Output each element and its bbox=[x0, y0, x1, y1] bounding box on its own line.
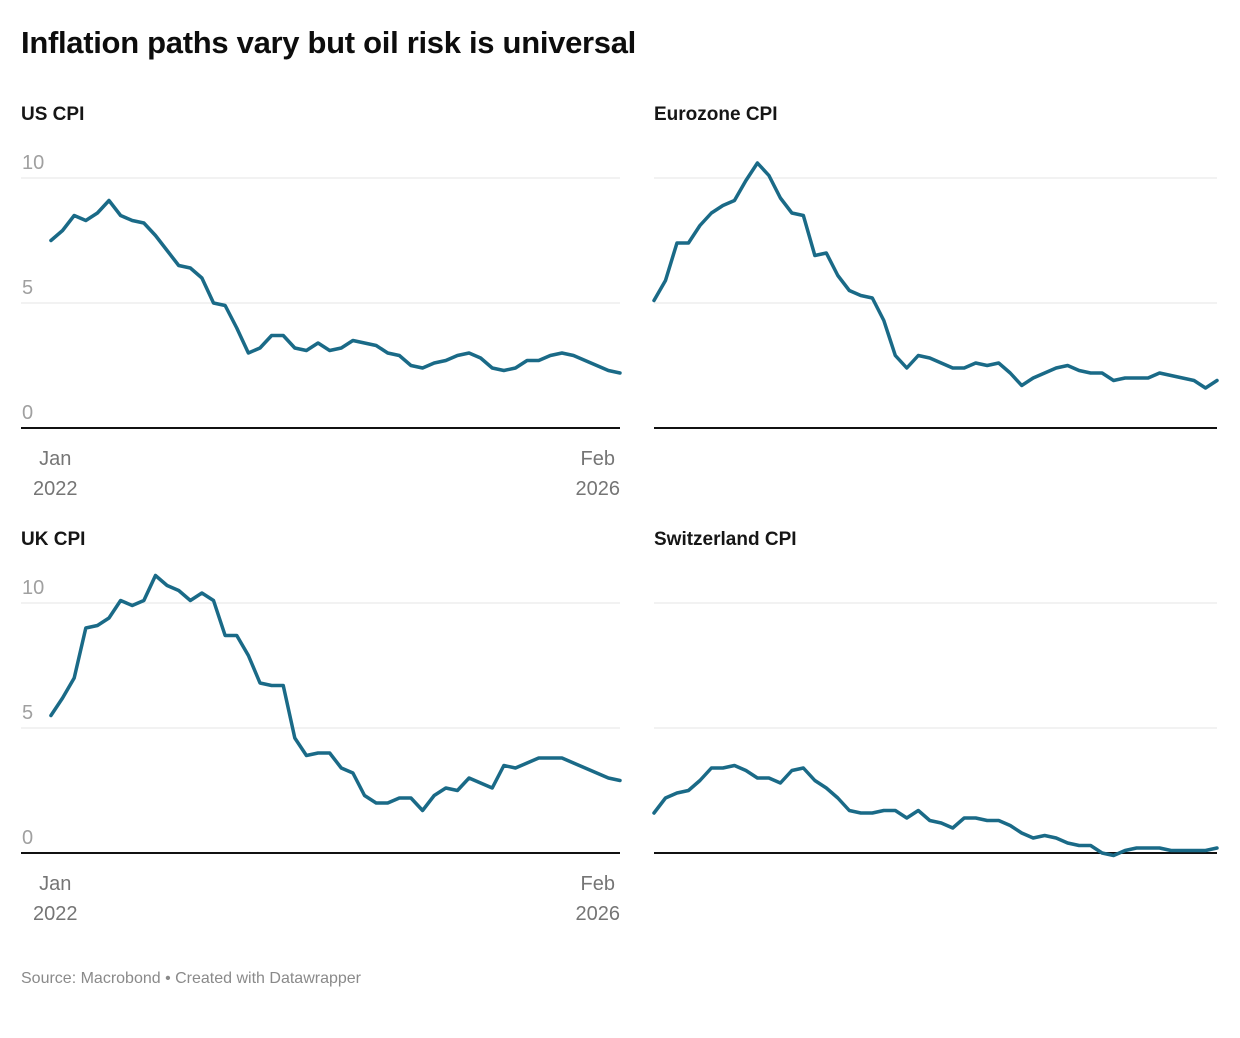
x-tick-month: Jan bbox=[39, 448, 72, 470]
panel-title-uk-cpi: UK CPI bbox=[21, 529, 86, 550]
panel-switzerland-cpi: Switzerland CPI bbox=[654, 529, 1217, 929]
y-tick-label: 10 bbox=[22, 577, 45, 599]
y-tick-label: 5 bbox=[22, 277, 34, 299]
x-axis-labels: Jan 2022 Feb 2026 bbox=[21, 869, 620, 929]
x-tick-start: Jan 2022 bbox=[33, 869, 78, 929]
line-chart-eurozone-cpi bbox=[654, 148, 1217, 438]
source-caption: Source: Macrobond • Created with Datawra… bbox=[21, 970, 361, 987]
x-tick-end: Feb 2026 bbox=[576, 444, 621, 504]
chart-area-eurozone-cpi bbox=[654, 148, 1217, 438]
y-tick-label: 0 bbox=[22, 827, 34, 849]
x-tick-year: 2022 bbox=[33, 903, 78, 925]
x-tick-month: Jan bbox=[39, 873, 72, 895]
y-tick-label: 0 bbox=[22, 402, 34, 424]
line-chart-us-cpi bbox=[21, 148, 620, 438]
panel-uk-cpi: UK CPI 10 5 0 Jan 2022 Feb 2026 bbox=[21, 529, 620, 929]
x-tick-year: 2026 bbox=[575, 478, 621, 500]
panel-title-switzerland-cpi: Switzerland CPI bbox=[654, 529, 797, 550]
chart-figure: Inflation paths vary but oil risk is uni… bbox=[0, 24, 1240, 989]
panel-us-cpi: US CPI 10 5 0 Jan 2022 Feb 2026 bbox=[21, 104, 620, 504]
y-tick-label: 5 bbox=[22, 702, 34, 724]
x-axis-labels: Jan 2022 Feb 2026 bbox=[21, 444, 620, 504]
line-chart-uk-cpi bbox=[21, 573, 620, 863]
x-tick-month: Feb bbox=[580, 448, 615, 470]
chart-area-us-cpi: 10 5 0 bbox=[21, 148, 620, 438]
panel-eurozone-cpi: Eurozone CPI bbox=[654, 104, 1217, 504]
x-tick-month: Feb bbox=[580, 873, 615, 895]
chart-main-title: Inflation paths vary but oil risk is uni… bbox=[21, 25, 636, 60]
small-multiples-grid: US CPI 10 5 0 Jan 2022 Feb 2026 Eurozone bbox=[21, 104, 1217, 929]
chart-area-uk-cpi: 10 5 0 bbox=[21, 573, 620, 863]
y-tick-label: 10 bbox=[22, 152, 45, 174]
line-chart-switzerland-cpi bbox=[654, 573, 1217, 863]
x-tick-start: Jan 2022 bbox=[33, 444, 78, 504]
chart-area-switzerland-cpi bbox=[654, 573, 1217, 863]
panel-title-eurozone-cpi: Eurozone CPI bbox=[654, 104, 778, 125]
panel-title-us-cpi: US CPI bbox=[21, 104, 85, 125]
x-tick-year: 2022 bbox=[33, 478, 78, 500]
x-tick-year: 2026 bbox=[575, 903, 621, 925]
x-tick-end: Feb 2026 bbox=[576, 869, 621, 929]
